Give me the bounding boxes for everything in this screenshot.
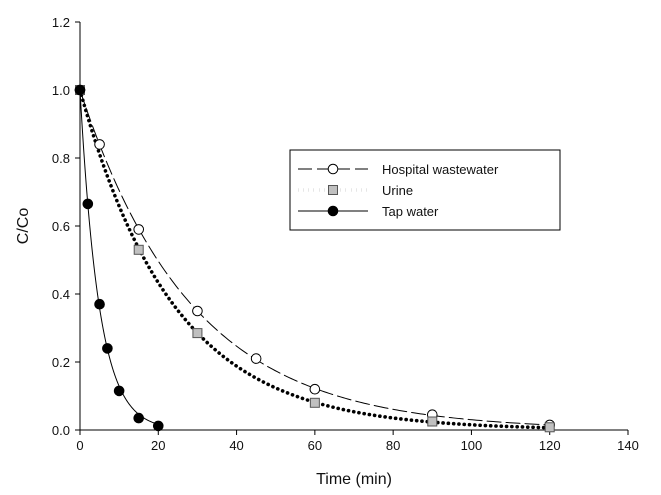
y-axis-title: C/Co <box>15 208 32 245</box>
legend-marker-2 <box>327 205 339 217</box>
x-tick-label: 80 <box>386 438 400 453</box>
data-point-series-0 <box>250 353 262 364</box>
data-point-series-0 <box>133 224 145 235</box>
y-tick-label: 0.4 <box>52 287 70 302</box>
legend-label-1: Urine <box>382 183 413 198</box>
y-tick-label: 0.8 <box>52 151 70 166</box>
x-tick-label: 0 <box>76 438 83 453</box>
x-ticks: 0 20 40 60 80 100 120 140 <box>76 430 639 453</box>
y-tick-label: 1.0 <box>52 83 70 98</box>
data-point-series-2 <box>152 420 164 432</box>
data-point-series-2 <box>94 298 105 310</box>
y-tick-label: 0.6 <box>52 219 70 234</box>
y-tick-label: 0.2 <box>52 355 70 370</box>
data-point-series-2 <box>113 385 125 397</box>
x-tick-label: 100 <box>461 438 483 453</box>
legend: Hospital wastewater Urine Tap water <box>289 149 561 231</box>
legend-label-2: Tap water <box>382 204 439 219</box>
x-tick-label: 60 <box>308 438 322 453</box>
data-point-series-2 <box>74 84 86 96</box>
series-line-1 <box>78 88 552 430</box>
fit-curves <box>78 88 552 430</box>
y-ticks: 0.0 0.2 0.4 0.6 0.8 1.0 1.2 <box>52 15 80 438</box>
data-point-series-0 <box>192 305 203 317</box>
x-tick-label: 20 <box>151 438 165 453</box>
legend-marker-1 <box>328 185 338 195</box>
x-axis-title: Time (min) <box>316 471 392 488</box>
series-line-0 <box>79 89 551 426</box>
series-line-2 <box>79 89 159 425</box>
data-point-series-1 <box>192 328 203 339</box>
data-point-series-2 <box>102 343 113 354</box>
data-point-series-1 <box>544 422 555 433</box>
y-tick-label: 1.2 <box>52 15 70 30</box>
data-point-series-2 <box>82 198 94 210</box>
legend-label-0: Hospital wastewater <box>382 162 499 177</box>
y-tick-label: 0.0 <box>52 423 70 438</box>
x-tick-label: 120 <box>539 438 561 453</box>
data-point-series-0 <box>94 139 105 150</box>
data-point-series-0 <box>309 383 321 395</box>
data-point-series-1 <box>133 244 144 255</box>
data-point-series-2 <box>133 412 145 424</box>
data-points <box>74 84 556 433</box>
legend-marker-0 <box>327 163 339 175</box>
data-point-series-1 <box>309 397 320 408</box>
x-tick-label: 140 <box>617 438 639 453</box>
data-point-series-1 <box>427 416 438 427</box>
x-tick-label: 40 <box>229 438 243 453</box>
